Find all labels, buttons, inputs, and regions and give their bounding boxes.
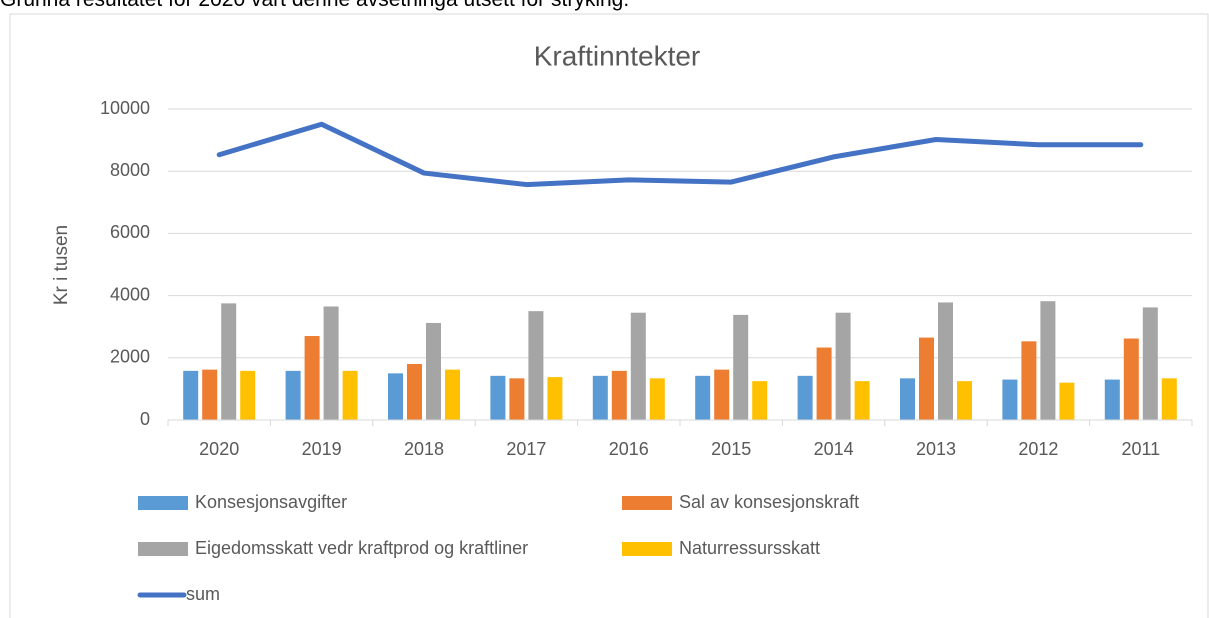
- line: [216, 121, 1144, 188]
- y-tick-label: 0: [140, 409, 150, 429]
- caption: Grunna resultatet for 2020 vart denne av…: [0, 0, 629, 12]
- x-tick-label: 2017: [506, 439, 546, 459]
- bar: [1002, 379, 1018, 420]
- bar: [919, 337, 934, 420]
- legend-label: Naturressursskatt: [679, 538, 820, 558]
- bar: [490, 375, 506, 420]
- x-tick-label: 2015: [711, 439, 751, 459]
- bar: [304, 336, 320, 420]
- bar: [1142, 307, 1158, 420]
- legend-swatch: [622, 542, 672, 556]
- bar: [1059, 382, 1075, 420]
- chart-title: Kraftinntekter: [534, 40, 701, 71]
- bar: [900, 378, 915, 420]
- y-tick-label: 10000: [100, 98, 150, 118]
- x-tick-label: 2014: [814, 439, 854, 459]
- bar: [547, 377, 563, 420]
- bar: [221, 303, 237, 420]
- bar: [733, 314, 749, 420]
- y-tick-label: 6000: [110, 222, 150, 242]
- bar: [1104, 379, 1120, 420]
- x-tick-label: 2011: [1121, 439, 1160, 459]
- bar: [407, 364, 422, 420]
- bar: [240, 370, 256, 420]
- x-tick-label: 2013: [916, 439, 956, 459]
- bar: [1161, 378, 1177, 420]
- bar: [426, 322, 441, 420]
- bar: [797, 375, 813, 420]
- bar: [957, 381, 972, 420]
- legend-label: sum: [186, 584, 220, 604]
- bar: [285, 370, 301, 420]
- x-tick-label: 2012: [1018, 439, 1058, 459]
- bar: [714, 369, 730, 420]
- y-tick-label: 2000: [110, 347, 150, 367]
- y-axis-label: Kr i tusen: [51, 225, 72, 305]
- bar: [202, 369, 218, 420]
- bar: [592, 375, 608, 420]
- bar: [183, 370, 199, 420]
- bar: [342, 370, 358, 420]
- legend-swatch: [138, 542, 188, 556]
- legend-swatch: [622, 496, 672, 510]
- bar: [649, 378, 665, 420]
- bar: [323, 306, 339, 420]
- bar: [1123, 338, 1139, 420]
- legend-label: Eigedomsskatt vedr kraftprod og kraftlin…: [195, 538, 528, 558]
- legend-swatch: [138, 496, 188, 510]
- x-tick-label: 2018: [404, 439, 444, 459]
- bar: [445, 369, 460, 420]
- legend-label: Konsesjonsavgifter: [195, 492, 347, 512]
- y-tick-label: 4000: [110, 284, 150, 304]
- bar: [695, 375, 711, 420]
- legend-label: Sal av konsesjonskraft: [679, 492, 859, 512]
- x-tick-label: 2016: [609, 439, 649, 459]
- bar: [816, 347, 832, 420]
- bar: [1021, 341, 1037, 420]
- bar: [509, 378, 525, 420]
- bar: [528, 311, 544, 420]
- bar: [1040, 301, 1056, 420]
- bar: [854, 381, 870, 420]
- bar: [630, 312, 646, 420]
- chart-frame: [9, 13, 1209, 618]
- bar: [835, 312, 851, 420]
- x-tick-label: 2019: [302, 439, 342, 459]
- y-tick-label: 8000: [110, 160, 150, 180]
- bar: [938, 302, 953, 420]
- bar: [388, 373, 403, 420]
- x-tick-label: 2020: [199, 439, 239, 459]
- bar: [752, 381, 768, 420]
- bar: [611, 370, 627, 420]
